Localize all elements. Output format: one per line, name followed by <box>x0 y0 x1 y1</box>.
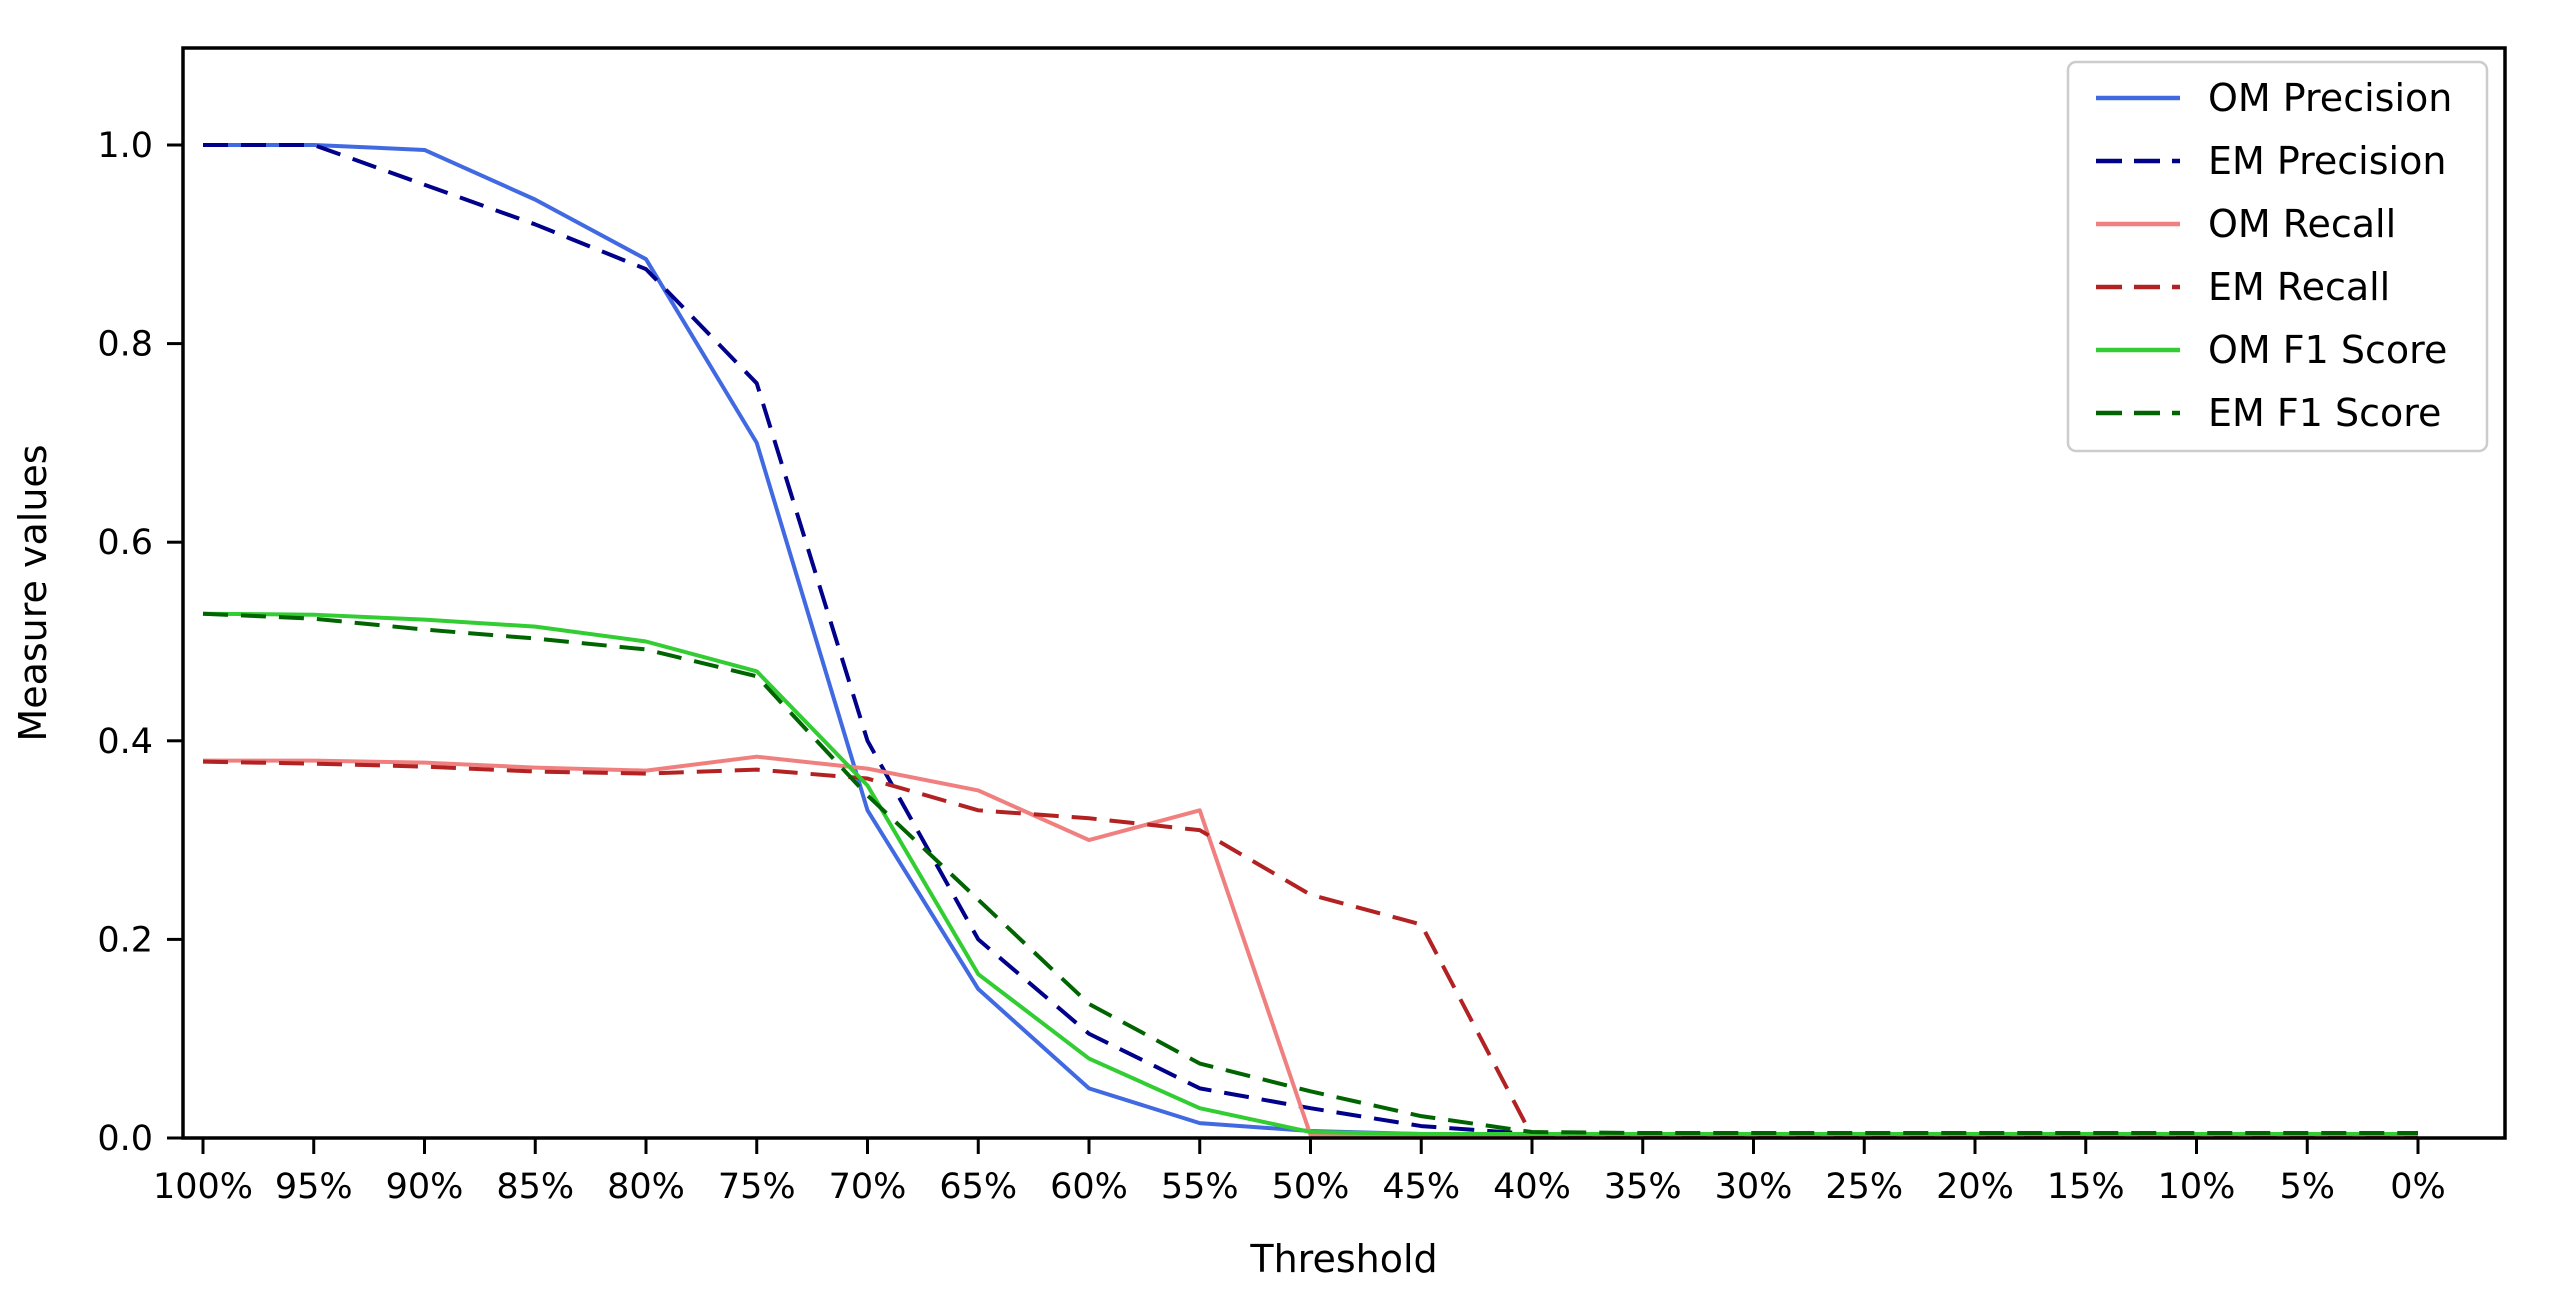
x-tick-label: 60% <box>1050 1167 1128 1207</box>
y-tick-label: 0.4 <box>97 722 153 762</box>
x-tick-label: 85% <box>496 1167 574 1207</box>
y-tick-label: 0.8 <box>97 325 153 365</box>
x-tick-label: 70% <box>829 1167 907 1207</box>
series-line-om-recall <box>203 754 2418 1139</box>
x-tick-label: 15% <box>2047 1167 2125 1207</box>
x-tick-label: 0% <box>2390 1167 2446 1207</box>
x-axis: 100% 95% 90% 85% 80% 75% 70% 65% 60% 55% 50% 45% 40%… <box>153 1138 2446 1207</box>
series-lines <box>202 143 2418 1139</box>
x-tick-label: 95% <box>275 1167 353 1207</box>
y-tick-label: 0.6 <box>97 523 153 563</box>
x-axis-title: Threshold <box>1249 1237 1437 1281</box>
legend-entry-label: OM F1 Score <box>2208 328 2447 372</box>
series-line-em-f1-score <box>202 611 2418 1136</box>
legend-entry-label: EM F1 Score <box>2208 391 2441 435</box>
x-tick-label: 10% <box>2158 1167 2236 1207</box>
x-tick-label: 100% <box>153 1167 253 1207</box>
legend: OM Precision EM Precision OM Recall EM Reca… <box>2066 60 2489 453</box>
x-tick-label: 25% <box>1825 1167 1903 1207</box>
plot-spines <box>181 46 2507 1140</box>
y-axis: 0.0 0.2 0.4 0.6 0.8 1.0 <box>97 126 183 1159</box>
legend-entry-label: OM Recall <box>2208 202 2396 246</box>
x-tick-label: 90% <box>386 1167 464 1207</box>
x-tick-label: 40% <box>1493 1167 1571 1207</box>
x-tick-label: 35% <box>1604 1167 1682 1207</box>
x-tick-label: 65% <box>939 1167 1017 1207</box>
series-line-em-recall <box>202 759 2418 1139</box>
y-tick-label: 1.0 <box>97 126 153 166</box>
y-axis-title: Measure values <box>11 444 55 741</box>
x-tick-label: 50% <box>1272 1167 1350 1207</box>
x-tick-label: 30% <box>1715 1167 1793 1207</box>
x-tick-label: 55% <box>1161 1167 1239 1207</box>
x-tick-label: 75% <box>718 1167 796 1207</box>
x-tick-label: 5% <box>2279 1167 2335 1207</box>
x-tick-label: 45% <box>1382 1167 1460 1207</box>
y-tick-label: 0.0 <box>97 1119 153 1159</box>
x-tick-label: 20% <box>1936 1167 2014 1207</box>
series-line-om-f1-score <box>202 611 2418 1137</box>
x-tick-label: 80% <box>607 1167 685 1207</box>
plot-border <box>181 46 2507 1140</box>
legend-entry-label: EM Recall <box>2208 265 2390 309</box>
legend-entry-label: EM Precision <box>2208 139 2446 183</box>
y-tick-label: 0.2 <box>97 920 153 960</box>
series-line-em-precision <box>203 143 2418 1138</box>
legend-entry-label: OM Precision <box>2208 76 2452 120</box>
